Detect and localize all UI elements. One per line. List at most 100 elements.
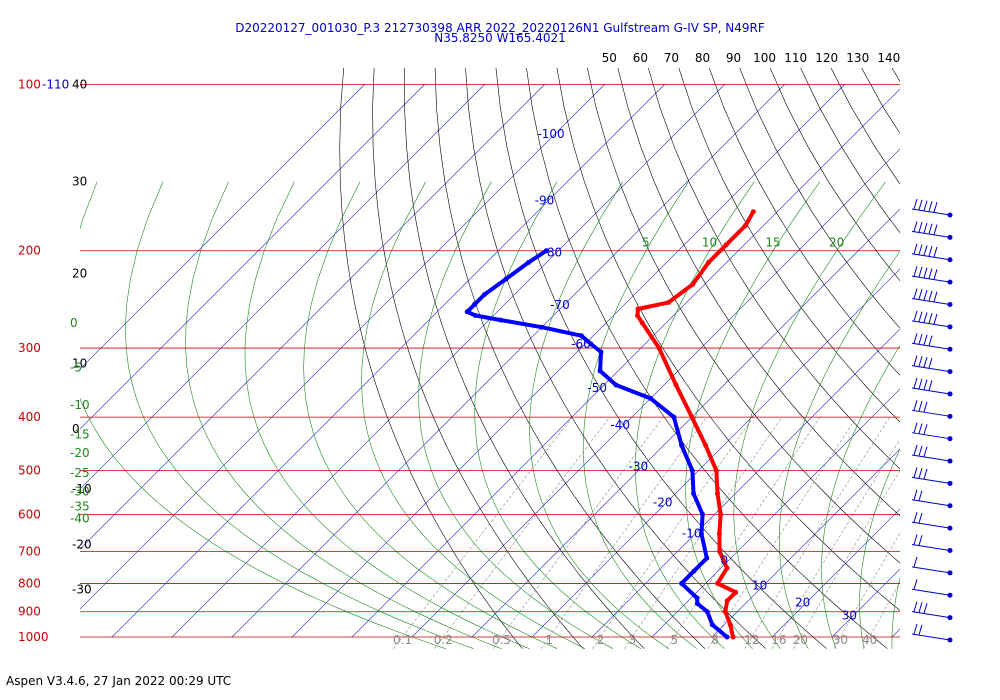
wind-barb-feather xyxy=(928,290,933,302)
wind-barb-feather xyxy=(923,603,928,614)
wind-barb-feather xyxy=(918,266,923,278)
dry-adiabat-line xyxy=(861,68,900,135)
wind-barb-feather xyxy=(913,489,918,500)
dewpoint-point xyxy=(473,313,478,318)
dry-adiabat-line xyxy=(769,68,900,282)
wind-barb xyxy=(911,288,953,307)
mixing-ratio-line xyxy=(771,438,900,649)
isotherm-line xyxy=(80,84,545,550)
pressure-label: 100 xyxy=(18,77,41,91)
temperature-point xyxy=(733,589,739,595)
mixing-ratio-line xyxy=(434,416,611,649)
wind-barb xyxy=(911,601,953,621)
dry-adiabat-line xyxy=(648,68,900,470)
temperature-point xyxy=(635,306,641,312)
dewpoint-point xyxy=(689,468,695,474)
pressure-label: 1000 xyxy=(18,630,49,644)
temperature-point xyxy=(730,634,736,640)
moist-adiabat-line xyxy=(582,181,697,649)
wind-barb-feather xyxy=(933,291,938,302)
dewpoint-point xyxy=(526,259,532,265)
wind-barb xyxy=(911,534,953,554)
temperature-point xyxy=(723,242,729,248)
wetbulb-left-label: -30 xyxy=(70,484,90,498)
wind-barb-feather xyxy=(928,268,933,279)
dry-adiabat-line xyxy=(339,68,523,649)
wind-barb-feather xyxy=(913,444,918,456)
chart-subtitle: N35.8250 W165.4021 xyxy=(434,31,566,45)
dewpoint-point xyxy=(613,382,619,388)
dewpoint-point xyxy=(578,333,584,339)
pressure-label: 700 xyxy=(18,544,41,558)
dewpoint-point xyxy=(691,568,697,574)
dry-adiabat-line xyxy=(891,68,900,83)
mixing-ratio-label: 12 xyxy=(744,633,759,647)
mixing-ratio-label: 20 xyxy=(793,633,808,647)
wind-barb-staff xyxy=(911,275,951,283)
wetbulb-label: 15 xyxy=(765,236,780,250)
wind-barb-feather xyxy=(918,445,923,456)
wind-barb-feather xyxy=(918,624,923,635)
dry-adiabat-line xyxy=(977,59,1000,649)
wind-barb-feather xyxy=(918,468,923,479)
wind-barb-staff xyxy=(911,208,951,216)
wind-barb-feather xyxy=(918,423,923,434)
dewpoint-point xyxy=(679,580,685,586)
wetbulb-left-label: -20 xyxy=(70,446,90,460)
dewpoint-point xyxy=(543,248,549,254)
wind-barb-staff xyxy=(911,253,951,261)
height-label: 0 xyxy=(72,422,80,436)
dewpoint-point xyxy=(694,595,700,601)
wind-barb-feather xyxy=(913,221,918,232)
wind-barb-staff xyxy=(911,342,951,350)
wind-barb-feather xyxy=(913,310,918,321)
isotherm-line xyxy=(891,628,900,638)
wind-barb-feather xyxy=(918,602,923,613)
isotherm-line xyxy=(80,84,425,430)
wind-barb-feather xyxy=(913,288,918,299)
wind-barb-feather xyxy=(918,311,923,322)
wind-barb-feather xyxy=(923,424,928,435)
temperature-point xyxy=(715,580,721,586)
wind-barb-feather xyxy=(913,534,918,545)
wind-barb-staff xyxy=(911,588,951,596)
pressure-label: 600 xyxy=(18,507,41,521)
wind-barb-staff xyxy=(911,230,951,238)
dewpoint-point xyxy=(648,395,654,401)
wind-barb-feather xyxy=(933,246,938,258)
temperature-point xyxy=(724,598,730,604)
wind-barb-feather xyxy=(923,267,928,278)
isotherm-line xyxy=(711,448,900,638)
sounding-series xyxy=(464,209,756,640)
dewpoint-point xyxy=(691,491,696,496)
mixing-ratio-label: 2 xyxy=(597,633,605,647)
wind-barb xyxy=(911,623,953,643)
wetbulb-label: 10 xyxy=(702,236,717,250)
isotherm-line xyxy=(771,508,900,638)
dewpoint-series xyxy=(465,248,729,639)
moist-adiabat-line xyxy=(303,181,558,649)
dry-adiabat-line xyxy=(434,68,706,649)
height-label: -30 xyxy=(72,582,92,596)
wind-barb-feather xyxy=(913,579,918,590)
wind-barb xyxy=(911,377,953,397)
wind-barb-staff xyxy=(911,611,951,619)
mixing-ratio-label: 0.5 xyxy=(492,633,511,647)
dewpoint-point xyxy=(539,324,545,330)
dewpoint-point xyxy=(700,511,706,517)
wind-barb-staff xyxy=(911,566,951,574)
dry-adiabat-line xyxy=(617,68,900,517)
wind-barb-feather xyxy=(928,335,933,346)
wind-barb-feather xyxy=(923,401,928,413)
wetbulb-left-label: -10 xyxy=(70,398,90,412)
pressure-lines xyxy=(80,83,900,638)
isotherm-label: -20 xyxy=(653,495,673,509)
moist-adiabat-line xyxy=(80,181,446,649)
height-label: -10 xyxy=(72,482,92,496)
dry-adiabat-line xyxy=(830,68,900,185)
wetbulb-left-label: -15 xyxy=(70,427,90,441)
isotherm-label: -100 xyxy=(537,127,564,141)
wetbulb-left-label: -5 xyxy=(70,360,82,374)
theta-label: 120 xyxy=(815,51,838,65)
